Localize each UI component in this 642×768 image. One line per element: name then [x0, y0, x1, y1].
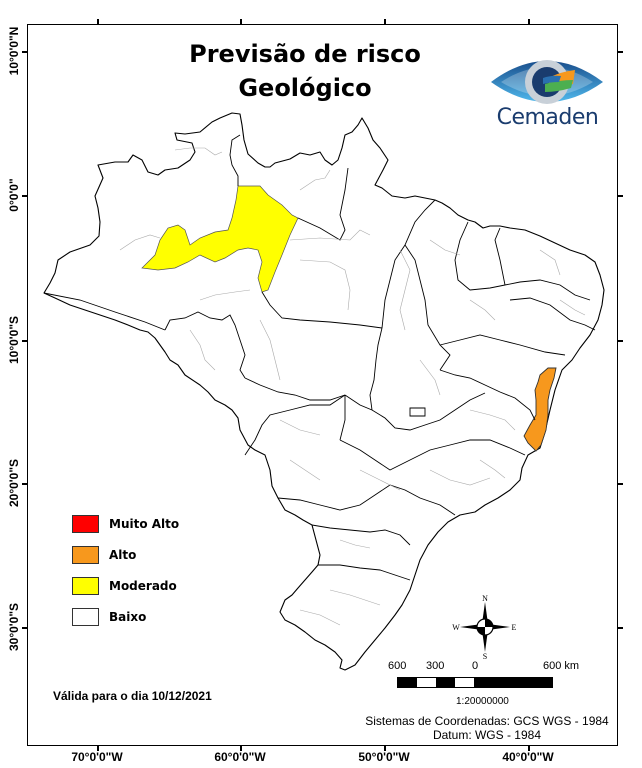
tick-bottom [97, 746, 99, 751]
legend-swatch-yellow [72, 576, 99, 595]
tick-right [618, 627, 623, 629]
scale-label: 0 [472, 660, 479, 672]
coordinate-system-line: Sistemas de Coordenadas: GCS WGS - 1984 [365, 714, 609, 728]
tick-bottom [384, 746, 386, 751]
coordinate-system: Sistemas de Coordenadas: GCS WGS - 1984 … [352, 714, 622, 742]
map-legend: Muito Alto Alto Moderado Baixo [72, 508, 179, 632]
map-title: Previsão de risco Geológico [170, 37, 440, 105]
legend-item-muito-alto: Muito Alto [72, 508, 179, 539]
scale-bar [397, 677, 553, 688]
datum-line: Datum: WGS - 1984 [432, 728, 542, 742]
tick-top [97, 19, 99, 24]
tick-right [618, 483, 623, 485]
tick-right [618, 195, 623, 197]
tick-top [384, 19, 386, 24]
tick-top [528, 19, 530, 24]
tick-left [22, 627, 27, 629]
tick-top [240, 19, 242, 24]
map-title-line1: Previsão de risco [189, 40, 421, 68]
longitude-label: 40°0'0"W [502, 750, 554, 764]
tick-right [618, 340, 623, 342]
scale-ratio: 1:20000000 [456, 696, 509, 707]
tick-left [22, 51, 27, 53]
validity-date: Válida para o dia 10/12/2021 [53, 689, 212, 703]
state-borders [43, 134, 596, 581]
legend-swatch-red [72, 514, 99, 533]
tick-left [22, 340, 27, 342]
longitude-label: 70°0'0"W [71, 750, 123, 764]
legend-swatch-white [72, 607, 99, 626]
tick-right [618, 51, 623, 53]
legend-item-alto: Alto [72, 539, 179, 570]
scale-label: 600 [388, 660, 407, 672]
compass-n: N [482, 594, 488, 603]
tick-left [22, 195, 27, 197]
tick-bottom [240, 746, 242, 751]
legend-item-baixo: Baixo [72, 601, 179, 632]
risk-area-alto [523, 367, 557, 452]
compass-e: E [512, 623, 517, 632]
legend-swatch-orange [72, 545, 99, 564]
tick-left [22, 483, 27, 485]
longitude-label: 60°0'0"W [214, 750, 266, 764]
legend-item-moderado: Moderado [72, 570, 179, 601]
cemaden-logo-text: Cemaden [496, 105, 599, 130]
scale-label: 300 [426, 660, 445, 672]
mesoregion-borders [119, 147, 586, 626]
map-frame [27, 24, 618, 746]
compass-w: W [452, 623, 460, 632]
cemaden-eye-logo-icon [491, 60, 603, 104]
map-title-line2: Geológico [238, 74, 372, 102]
compass-s: S [483, 652, 487, 660]
compass-rose-icon: N S W E [452, 594, 517, 660]
scale-label: 600 km [543, 660, 580, 672]
longitude-label: 50°0'0"W [358, 750, 410, 764]
tick-bottom [528, 746, 530, 751]
